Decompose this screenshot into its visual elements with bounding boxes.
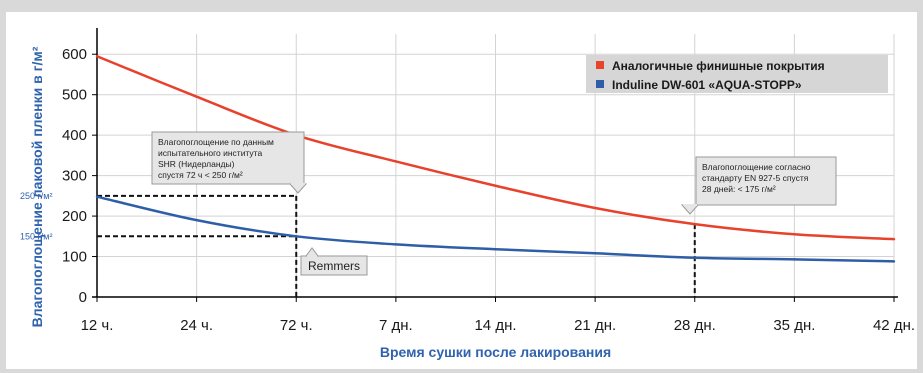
callout-line: SHR (Нидерланды) (158, 159, 235, 169)
y-tick-label: 0 (79, 289, 87, 306)
series-1-point (693, 256, 696, 259)
callout-pointer (680, 204, 700, 215)
legend-swatch-1 (596, 80, 604, 88)
legend-label-0: Аналогичные финишные покрытия (612, 59, 825, 73)
series-1-point (195, 218, 198, 222)
line-chart: 0 100 200 300 400 500 600 12 ч. 24 ч. 72 ч. 7 дн. 1… (20, 28, 915, 360)
series-1-point (295, 235, 298, 238)
series-0-point (892, 237, 896, 241)
brand-box (300, 255, 368, 276)
series-0-point (394, 160, 398, 163)
callouts: Влагопоглощение по даннымиспытательного … (151, 131, 837, 276)
callout-line: стандарту EN 927-5 спустя (702, 173, 809, 183)
series-0-point (95, 55, 99, 58)
callout-pointer (288, 183, 308, 194)
series-1-point (494, 248, 497, 251)
series-1-point (793, 258, 796, 261)
callout-box (695, 156, 837, 206)
callout-line: испытательного института (158, 148, 262, 158)
x-tick-label: 42 дн. (873, 317, 915, 334)
callout-0: Влагопоглощение по даннымиспытательного … (151, 131, 308, 194)
x-tick-label: 14 дн. (474, 317, 516, 334)
y-axis-title: Влагопоглощение лаковой пленки в г/м² (29, 46, 45, 327)
x-tick-label: 7 дн. (379, 317, 413, 334)
reference-lines: 250 г/м² 150 г/м² (20, 191, 696, 297)
series-0-point (793, 233, 796, 236)
series-0-point (693, 222, 696, 226)
y-tick-label: 300 (62, 168, 87, 185)
x-tick-label: 28 дн. (674, 317, 716, 334)
callout-box (151, 131, 305, 185)
reference-value-label: 150 г/м² (20, 231, 52, 241)
x-tick-label: 72 ч. (280, 317, 313, 334)
series-1-point (892, 260, 896, 263)
x-tick-label: 12 ч. (81, 317, 114, 334)
x-tick-label: 21 дн. (574, 317, 616, 334)
legend-swatch-0 (596, 61, 604, 69)
y-tick-label: 400 (62, 127, 87, 144)
series-1-point (95, 195, 99, 198)
axis-labels: Время сушки после лакирования Влагопоглощ… (29, 46, 611, 360)
y-tick-label: 200 (62, 208, 87, 225)
callout-line: 28 дней: < 175 г/м² (702, 184, 776, 194)
series-group (95, 55, 896, 263)
callout-line: спустя 72 ч < 250 г/м² (158, 170, 243, 180)
chart-panel: 0 100 200 300 400 500 600 12 ч. 24 ч. 72 ч. 7 дн. 1… (6, 12, 917, 369)
series-0-point (494, 184, 497, 187)
reference-value-label: 250 г/м² (20, 191, 52, 201)
legend: Аналогичные финишные покрытия Induline DW… (586, 55, 888, 93)
legend-box (586, 55, 888, 93)
callout-line: Влагопоглощение по данным (158, 137, 274, 147)
legend-label-1: Induline DW-601 «AQUA-STOPP» (612, 78, 802, 92)
x-tick-label: 35 дн. (773, 317, 815, 334)
series-0-point (593, 206, 597, 210)
series-0-point (195, 95, 198, 98)
remmers-label: Remmers (300, 247, 368, 276)
callout-line: Влагопоглощение согласно (702, 162, 811, 172)
axes: 0 100 200 300 400 500 600 12 ч. 24 ч. 72 ч. 7 дн. 1… (62, 28, 915, 334)
brand-text: Remmers (308, 259, 360, 273)
series-1-point (394, 243, 398, 246)
brand-pointer (305, 247, 319, 257)
series-1-point (593, 252, 597, 255)
y-tick-label: 100 (62, 249, 87, 266)
y-tick-label: 500 (62, 87, 87, 104)
y-tick-label: 600 (62, 46, 87, 63)
x-axis-title: Время сушки после лакирования (380, 344, 611, 360)
x-tick-label: 24 ч. (180, 317, 213, 334)
